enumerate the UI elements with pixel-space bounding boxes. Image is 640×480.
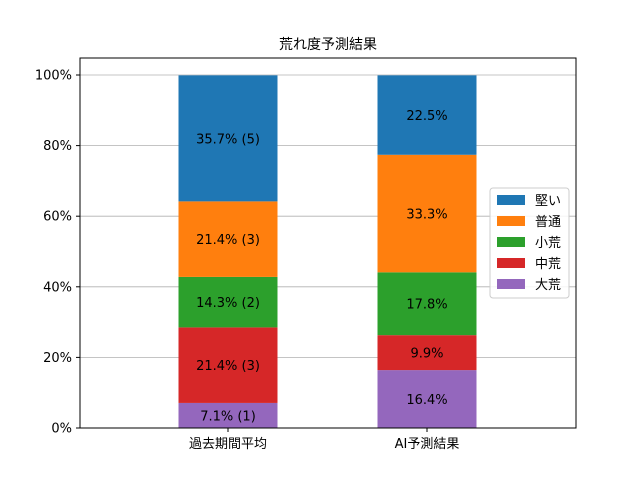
legend-swatch: [497, 216, 525, 226]
data-label: 21.4% (3): [196, 233, 260, 248]
data-label: 9.9%: [410, 347, 443, 362]
data-label: 35.7% (5): [196, 132, 260, 147]
legend-swatch: [497, 279, 525, 289]
bar-segment: [377, 75, 477, 155]
bar-segment: [377, 335, 477, 371]
legend-label: 堅い: [535, 194, 561, 209]
bar-segment: [178, 276, 278, 328]
legend-swatch: [497, 237, 525, 247]
y-tick-label: 40%: [43, 280, 72, 295]
legend-label: 大荒: [535, 278, 561, 293]
legend-label: 小荒: [535, 236, 561, 251]
y-tick-label: 80%: [43, 139, 72, 154]
legend-swatch: [497, 258, 525, 268]
x-tick-label: AI予測結果: [395, 437, 460, 452]
data-label: 14.3% (2): [196, 296, 260, 311]
bar-segment: [377, 272, 477, 336]
y-tick-label: 0%: [51, 422, 72, 437]
y-axis: 0% 20% 40% 60% 80% 100%: [35, 69, 80, 437]
plot-frame: [79, 57, 577, 429]
data-label: 33.3%: [406, 208, 447, 223]
y-tick-label: 60%: [43, 210, 72, 225]
bar-segment: [178, 402, 278, 428]
x-tick-label: 過去期間平均: [189, 437, 267, 452]
bar-segment: [377, 154, 477, 273]
legend-label: 中荒: [535, 257, 561, 272]
legend-label: 普通: [535, 215, 561, 230]
data-label: 16.4%: [406, 393, 447, 408]
bar-segment: [178, 201, 278, 277]
bar-segment: [377, 370, 477, 428]
y-tick-label: 20%: [43, 351, 72, 366]
x-axis: 過去期間平均 AI予測結果: [189, 428, 459, 452]
data-label: 7.1% (1): [200, 409, 256, 424]
data-label: 17.8%: [406, 298, 447, 313]
bar-segment: [178, 327, 278, 403]
data-label: 22.5%: [406, 109, 447, 124]
y-tick-label: 100%: [35, 69, 72, 84]
bar-segment: [178, 75, 278, 202]
legend-swatch: [497, 195, 525, 205]
legend-frame: [489, 187, 570, 299]
data-label: 21.4% (3): [196, 359, 260, 374]
chart-title: 荒れ度予測結果: [279, 37, 377, 53]
bars: 7.1% (1) 21.4% (3) 14.3% (2) 21.4% (3) 35.7%…: [178, 75, 477, 428]
